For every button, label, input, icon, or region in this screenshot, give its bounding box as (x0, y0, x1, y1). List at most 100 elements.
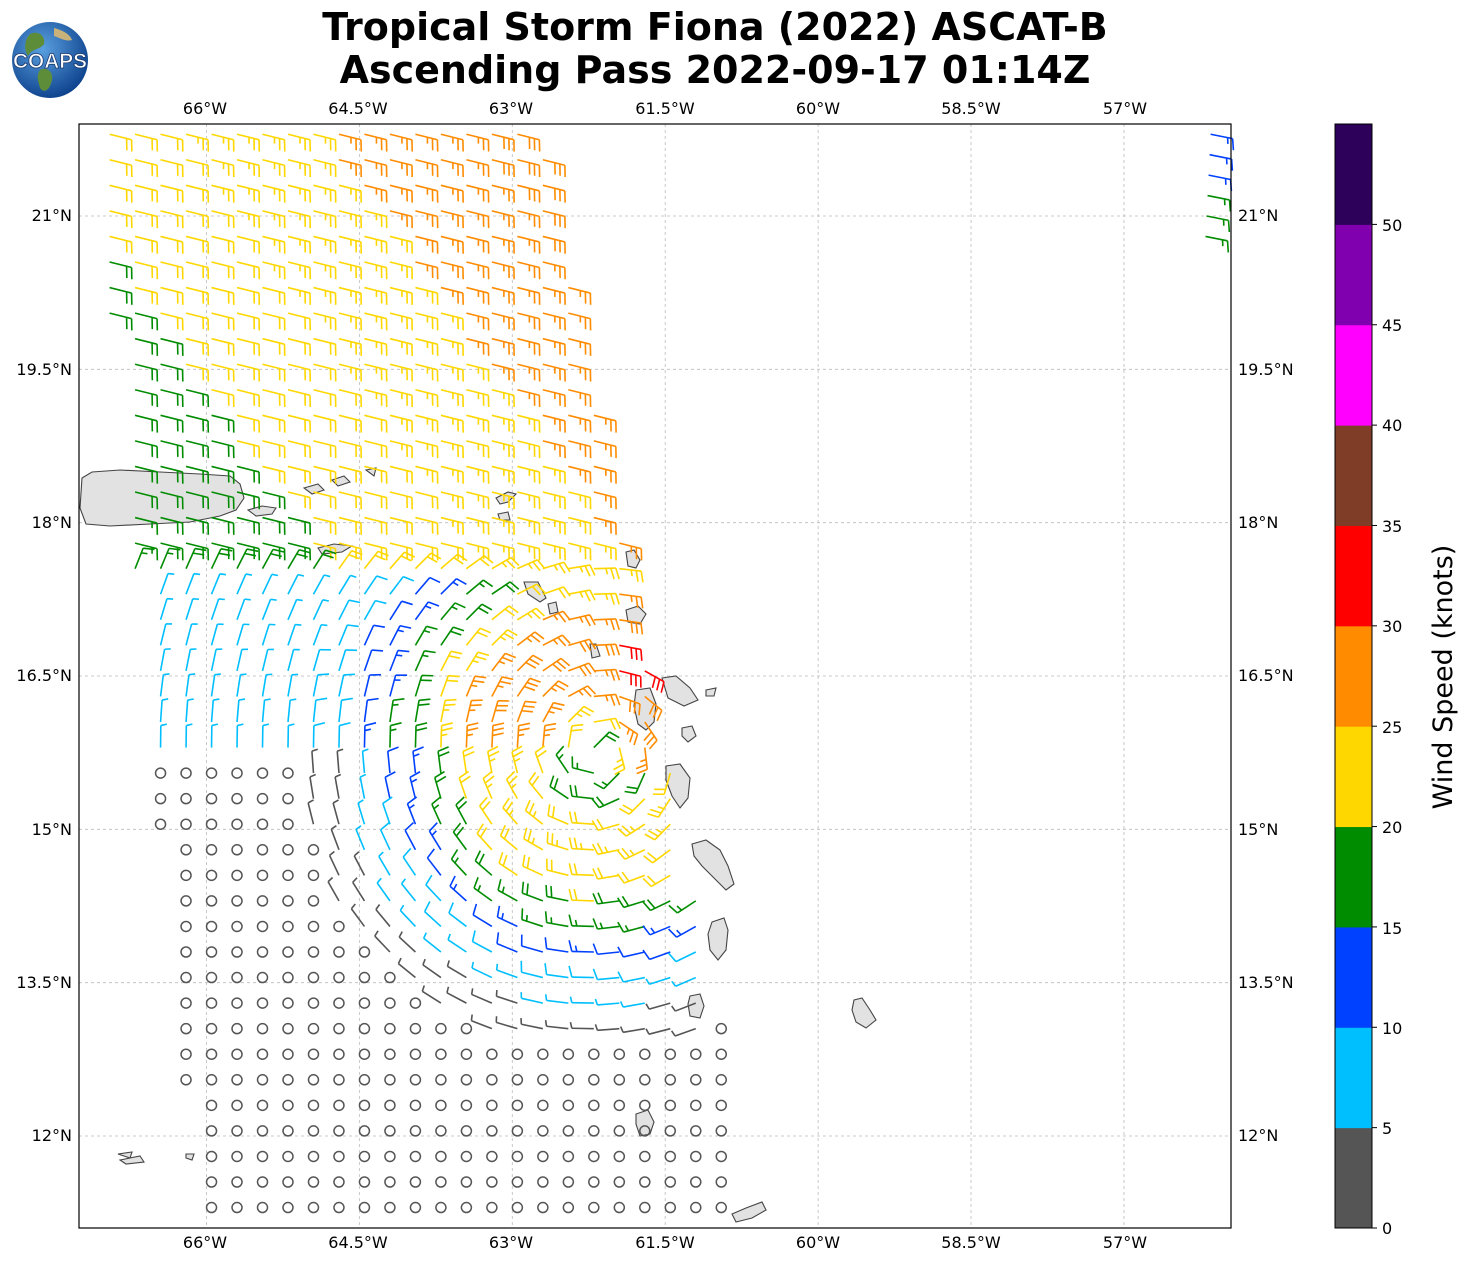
barb-half (510, 783, 517, 789)
barb-full (438, 751, 450, 757)
map-title: Tropical Storm Fiona (2022) ASCAT-B Asce… (0, 6, 1430, 92)
barb-full (496, 932, 500, 944)
barb-staff (517, 559, 538, 570)
wind-barb (236, 440, 261, 459)
lat-tick-right: 18°N (1238, 513, 1278, 532)
wind-barb (571, 756, 595, 774)
barb-staff (549, 785, 569, 800)
calm-circle (639, 1048, 651, 1060)
wind-barb (256, 767, 269, 779)
barb-full (317, 673, 330, 676)
barb-full (640, 623, 644, 635)
barb-staff (134, 547, 144, 569)
barb-staff (313, 516, 336, 524)
barb-staff (185, 598, 194, 621)
barb-full (482, 579, 494, 588)
calm-circle (537, 1176, 549, 1188)
barb-staff (389, 363, 413, 371)
barb-staff (309, 776, 315, 799)
barb-staff (287, 389, 311, 397)
wind-barb (471, 930, 493, 953)
calm-circle (537, 1074, 549, 1086)
wind-barb (231, 971, 243, 984)
barb-staff (440, 602, 456, 621)
barb-staff (415, 184, 438, 192)
barb-staff (440, 286, 464, 294)
wind-barb (544, 911, 569, 928)
wind-barb (211, 133, 235, 152)
wind-barb (363, 599, 387, 621)
wind-barb (664, 1201, 677, 1214)
wind-barb (256, 1048, 269, 1060)
wind-barb (333, 971, 345, 984)
calm-circle (307, 1150, 320, 1163)
barb-staff (313, 235, 336, 243)
calm-circle (664, 1048, 677, 1060)
barb-staff (313, 414, 336, 422)
wind-barb (568, 914, 594, 928)
barb-staff (159, 548, 170, 569)
island (681, 725, 697, 743)
wind-barb (1210, 133, 1235, 151)
barb-staff (496, 969, 518, 979)
barb-full (558, 588, 567, 599)
barb-staff (389, 516, 413, 524)
barb-full (558, 563, 566, 574)
wind-barb (715, 1048, 728, 1060)
calm-circle (333, 997, 345, 1009)
wind-barb (159, 723, 168, 748)
wind-barb (440, 210, 464, 229)
barb-half (640, 758, 647, 763)
barb-staff (236, 700, 240, 723)
barb-staff (676, 900, 697, 914)
barb-staff (440, 516, 464, 524)
barb-staff (364, 465, 387, 473)
barb-staff (462, 751, 468, 774)
barb-staff (568, 516, 591, 524)
barb-half (514, 757, 521, 763)
wind-barb (639, 1176, 651, 1188)
barb-full (478, 607, 489, 615)
wind-barb (307, 997, 320, 1009)
wind-barb (338, 440, 363, 459)
barb-full (568, 965, 573, 978)
barb-staff (397, 963, 416, 979)
island (687, 993, 705, 1019)
wind-barb (644, 823, 671, 841)
wind-barb (460, 1074, 473, 1086)
barb-staff (423, 937, 442, 953)
barb-staff (619, 695, 641, 705)
barb-full (1226, 240, 1230, 253)
calm-circle (537, 1125, 549, 1137)
lon-tick-top: 64.5°W (328, 99, 388, 118)
wind-barb (593, 414, 617, 433)
barb-half (531, 837, 535, 844)
wind-barb (180, 920, 192, 933)
barb-staff (466, 440, 489, 448)
barb-half (578, 690, 584, 696)
barb-full (610, 618, 616, 631)
wind-barb (434, 770, 447, 799)
calm-circle (307, 997, 320, 1009)
calm-circle (511, 1074, 524, 1086)
barb-staff (546, 999, 569, 1004)
barb-staff (236, 573, 247, 595)
barb-staff (389, 440, 413, 448)
wind-barb (593, 516, 617, 535)
wind-barb (313, 312, 337, 331)
barb-full (536, 583, 546, 594)
barb-staff (185, 286, 209, 294)
wind-barb (645, 1002, 671, 1010)
calm-circle (358, 1201, 371, 1214)
wind-barb (511, 1150, 524, 1163)
wind-barb (415, 414, 439, 433)
barb-staff (458, 777, 468, 799)
calm-circle (486, 1150, 498, 1163)
wind-barb (588, 1176, 600, 1188)
barb-staff (160, 516, 183, 524)
wind-barb (211, 491, 235, 510)
barb-full (402, 847, 412, 858)
barb-staff (262, 286, 285, 294)
wind-barb (542, 261, 566, 280)
wind-barb (517, 491, 541, 510)
